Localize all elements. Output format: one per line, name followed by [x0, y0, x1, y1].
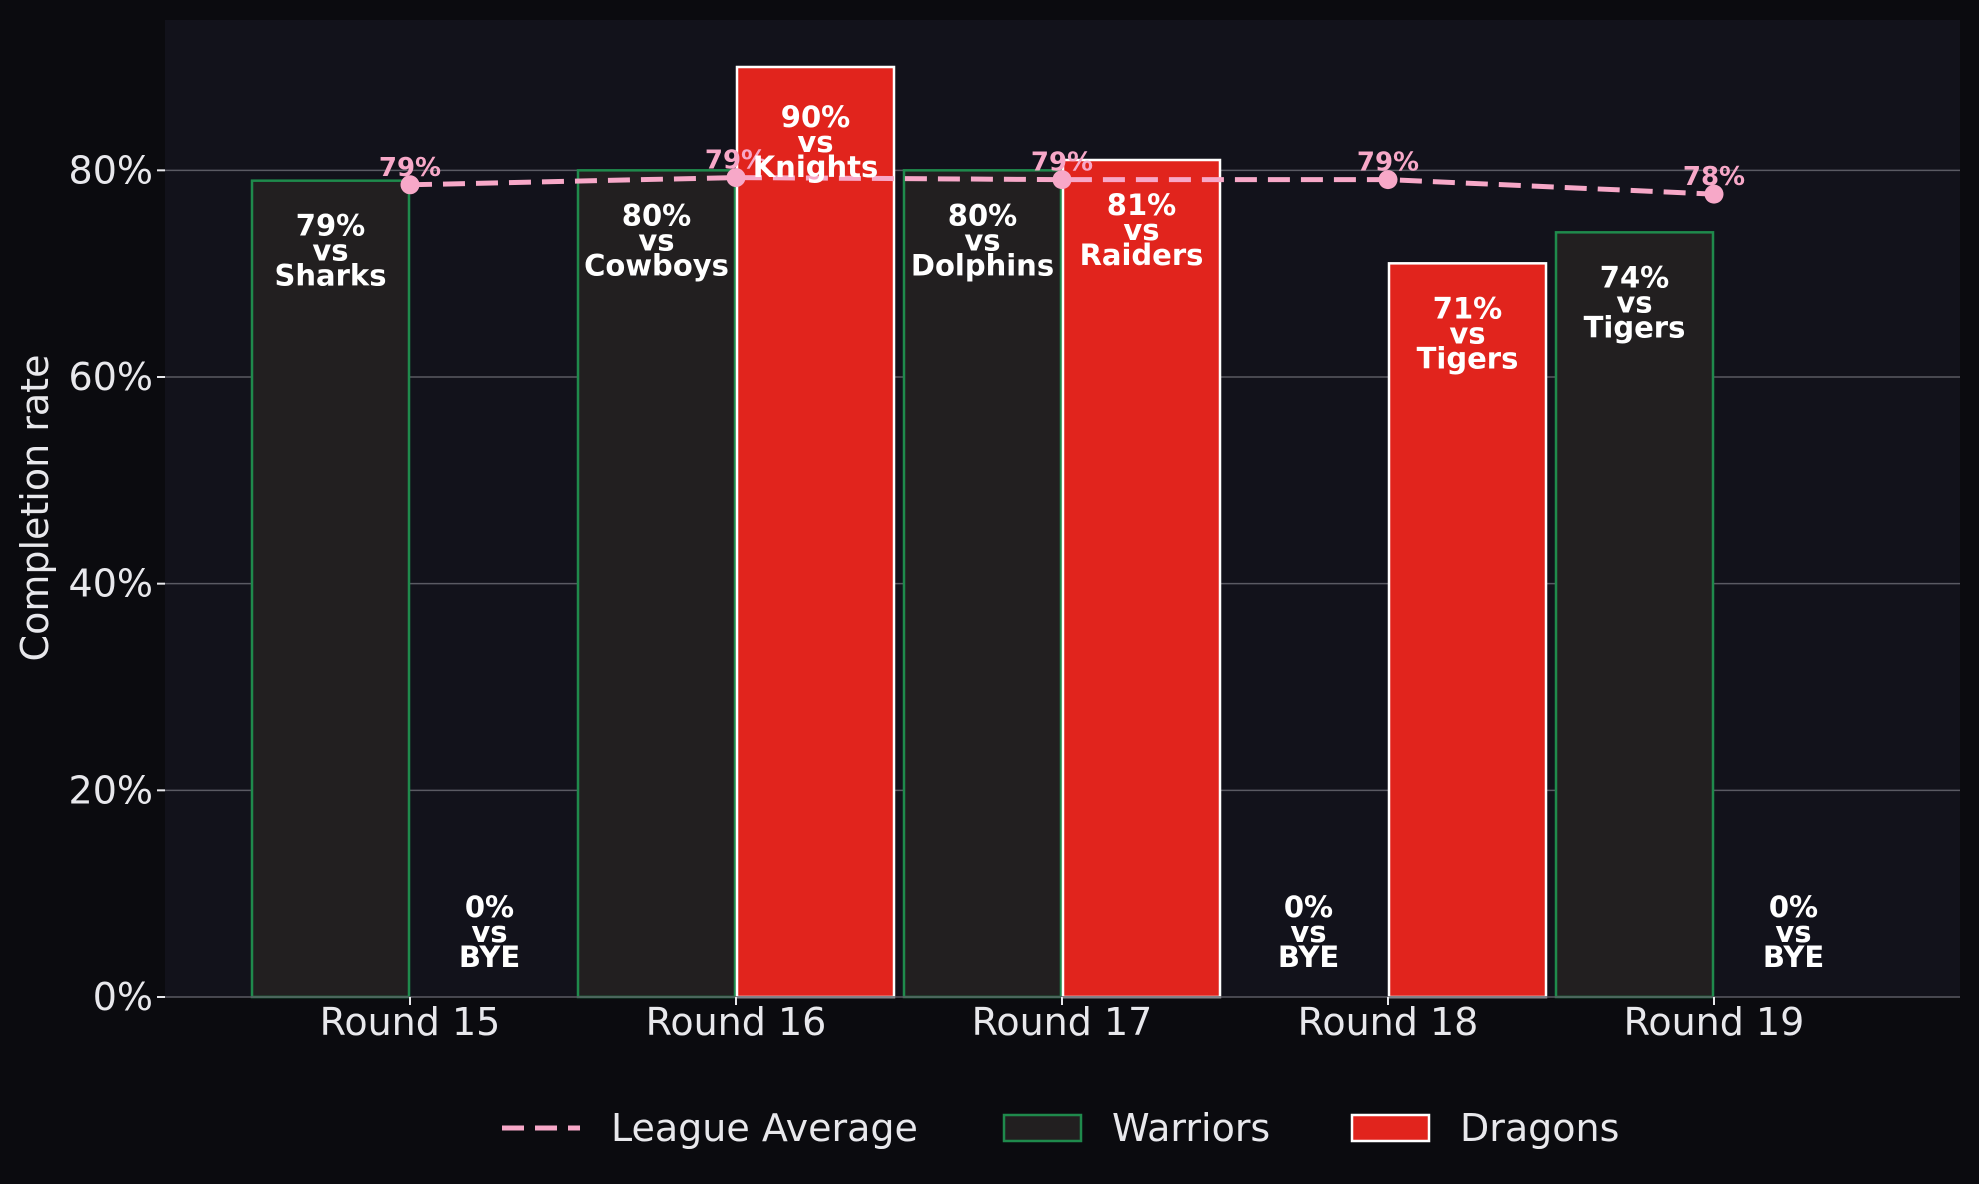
legend-label-warriors: Warriors	[1112, 1106, 1270, 1150]
bar-label-warriors-4-2: Tigers	[1584, 310, 1686, 344]
y-tick-label-1: 20%	[69, 768, 153, 812]
bar-label-dragons-0-0: 0%	[465, 890, 514, 924]
bar-label-warriors-2-2: Dolphins	[911, 248, 1054, 282]
x-axis: Round 15 Round 16 Round 17 Round 18 Round 19	[165, 996, 1960, 1044]
bar-label-dragons-3-2: Tigers	[1417, 341, 1519, 375]
bar-label-warriors-0-0: 79%	[296, 209, 365, 243]
bar-label-dragons-1-0: 90%	[781, 100, 850, 134]
legend-label-league-average: League Average	[611, 1106, 918, 1150]
legend-label-dragons: Dragons	[1460, 1106, 1619, 1150]
league-average-label-2: 79%	[1031, 148, 1093, 178]
league-average-point-4	[1704, 184, 1724, 204]
x-tick-label-3: Round 18	[1298, 1000, 1479, 1044]
bar-warriors-0	[250, 179, 411, 999]
legend-swatch-warriors	[1002, 1113, 1083, 1143]
league-average-label-1: 79%	[705, 146, 767, 176]
bar-dragons-1	[735, 65, 896, 999]
league-average-polyline	[409, 175, 1715, 197]
bar-label-dragons-4-1: vs	[1775, 915, 1811, 949]
bar-label-dragons-1-2: Knights	[753, 150, 879, 184]
legend: League Average Warriors Dragons	[502, 1106, 1619, 1150]
y-tick-label-2: 40%	[69, 562, 153, 606]
bar-warriors-4	[1554, 231, 1715, 999]
bar-dragons-3	[1387, 262, 1548, 999]
bar-label-warriors-4-0: 74%	[1600, 260, 1669, 294]
y-tick-label-3: 60%	[69, 355, 153, 399]
bar-label-warriors-3-0: 0%	[1284, 890, 1333, 924]
bar-warriors-2	[902, 169, 1063, 999]
league-average-label-0: 79%	[379, 153, 441, 183]
league-average-point-2	[1052, 170, 1072, 190]
bar-label-dragons-2-1: vs	[1123, 213, 1159, 247]
bar-warriors-1	[576, 169, 737, 999]
y-axis: 0% 20% 40% 60% 80%	[69, 148, 165, 1019]
bar-label-warriors-2-1: vs	[964, 223, 1000, 257]
bar-label-dragons-1-1: vs	[797, 125, 833, 159]
x-tick-label-4: Round 19	[1624, 1000, 1805, 1044]
bar-label-dragons-3-0: 71%	[1433, 291, 1502, 325]
x-tick-label-0: Round 15	[320, 1000, 501, 1044]
bar-labels: 79%vsSharks80%vsCowboys80%vsDolphins0%vs…	[275, 100, 1825, 974]
y-tick-label-0: 0%	[93, 975, 153, 1019]
bar-label-warriors-1-1: vs	[638, 223, 674, 257]
league-average-label-3: 79%	[1357, 148, 1419, 178]
bar-label-dragons-2-2: Raiders	[1080, 238, 1204, 272]
bar-label-dragons-4-0: 0%	[1769, 890, 1818, 924]
league-average-point-1	[726, 168, 746, 188]
league-average-point-0	[400, 175, 420, 195]
x-tick-label-2: Round 17	[972, 1000, 1153, 1044]
league-average-label-4: 78%	[1683, 162, 1745, 192]
bar-label-warriors-3-2: BYE	[1278, 940, 1339, 974]
bar-label-dragons-2-0: 81%	[1107, 188, 1176, 222]
bar-label-dragons-3-1: vs	[1449, 316, 1485, 350]
league-average-point-3	[1378, 170, 1398, 190]
bar-label-warriors-3-1: vs	[1290, 915, 1326, 949]
bar-label-warriors-0-2: Sharks	[275, 259, 387, 293]
bar-label-warriors-1-0: 80%	[622, 198, 691, 232]
x-tick-label-1: Round 16	[646, 1000, 827, 1044]
bar-label-warriors-0-1: vs	[312, 234, 348, 268]
bar-label-warriors-4-1: vs	[1616, 285, 1652, 319]
league-average-line: 79% 79% 79% 79% 78%	[379, 146, 1745, 204]
bar-dragons-2	[1061, 158, 1222, 999]
bar-label-warriors-2-0: 80%	[948, 198, 1017, 232]
bar-label-dragons-4-2: BYE	[1763, 940, 1824, 974]
legend-swatch-dragons	[1350, 1113, 1431, 1143]
y-axis-title: Completion rate	[13, 355, 57, 662]
bar-label-dragons-0-1: vs	[471, 915, 507, 949]
y-tick-label-4: 80%	[69, 148, 153, 192]
bar-label-dragons-0-2: BYE	[459, 940, 520, 974]
bar-label-warriors-1-2: Cowboys	[584, 248, 729, 282]
